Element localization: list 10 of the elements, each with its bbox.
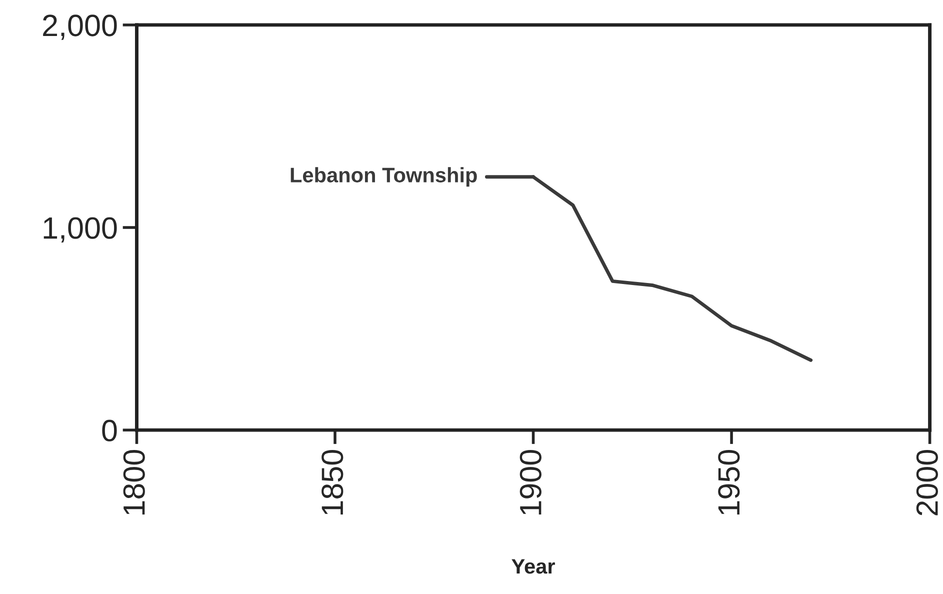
x-tick-label: 1950 (718, 450, 740, 514)
x-tick-label: 1900 (520, 450, 542, 514)
x-axis-title: Year (512, 559, 555, 574)
y-tick-label: 0 (102, 420, 117, 442)
x-tick-label: 2000 (916, 450, 938, 516)
y-tick-label: 2,000 (43, 14, 117, 40)
x-tick-label: 1850 (322, 450, 344, 514)
y-tick-label: 1,000 (44, 217, 117, 242)
annotation: Lebanon Township (290, 167, 477, 187)
x-tick-label: 1800 (123, 450, 145, 514)
